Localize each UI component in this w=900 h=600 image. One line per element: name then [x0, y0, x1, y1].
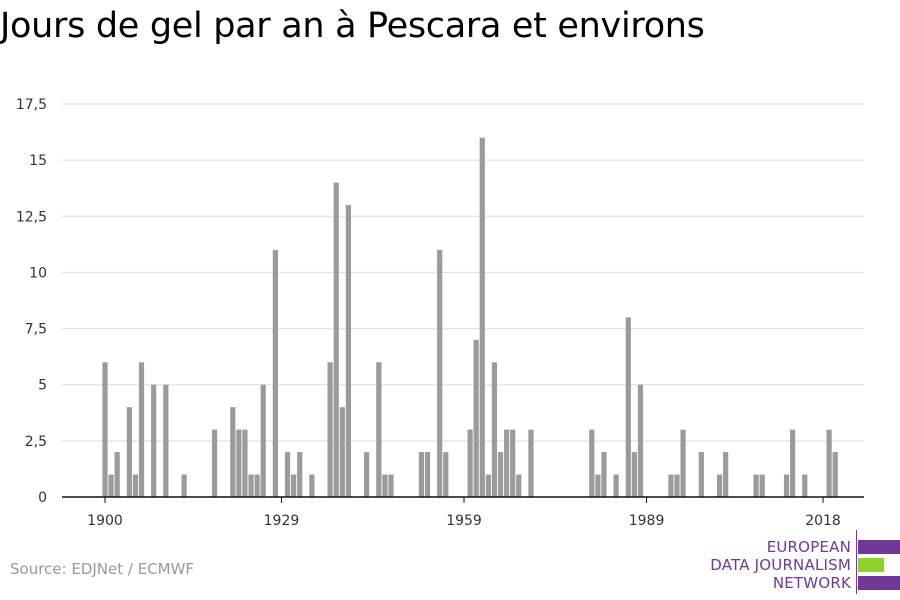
bar	[272, 249, 278, 497]
bar	[491, 362, 498, 497]
logo-line-2: DATA JOURNALISM	[710, 556, 851, 574]
y-tick-label: 10	[29, 265, 47, 281]
bar	[516, 474, 522, 497]
bar	[753, 474, 759, 497]
y-tick-label: 0	[38, 490, 47, 506]
bar	[832, 452, 838, 497]
y-tick-label: 2,5	[25, 434, 47, 450]
y-axis-tick-labels: 0 2,5 5 7,5 10 12,5 15 17,5	[16, 97, 47, 506]
bars	[102, 137, 838, 497]
bar	[297, 452, 303, 497]
x-tick-label: 1989	[629, 513, 665, 529]
bar	[248, 474, 254, 497]
x-axis-ticks: 1900 1929 1959 1989 2018	[87, 497, 841, 529]
y-tick-label: 5	[38, 378, 47, 394]
bar	[504, 429, 510, 497]
bar	[230, 407, 236, 497]
bar	[254, 474, 260, 497]
bar	[242, 429, 248, 497]
chart-title: Jours de gel par an à Pescara et environ…	[0, 6, 705, 46]
y-tick-label: 17,5	[16, 97, 47, 113]
bar	[126, 407, 132, 497]
source-note: Source: EDJNet / ECMWF	[10, 560, 195, 578]
bar	[424, 452, 431, 497]
bar	[680, 429, 686, 497]
bar	[631, 452, 637, 497]
bar	[236, 429, 242, 497]
bar	[595, 474, 601, 497]
edjnet-logo: EUROPEAN DATA JOURNALISM NETWORK	[700, 528, 900, 596]
bar	[790, 429, 796, 497]
bar	[211, 429, 218, 497]
y-tick-label: 7,5	[25, 322, 47, 338]
bar	[284, 452, 291, 497]
bar	[443, 452, 449, 497]
bar	[388, 474, 394, 497]
bar	[163, 384, 169, 497]
bar	[783, 474, 790, 497]
bar	[291, 474, 297, 497]
bar	[132, 474, 139, 497]
x-tick-label: 1959	[446, 513, 482, 529]
bar	[345, 205, 351, 497]
bar	[723, 452, 729, 497]
bar	[418, 452, 425, 497]
bar	[382, 474, 388, 497]
logo-bar-middle	[858, 558, 884, 572]
bar	[497, 452, 504, 497]
bar	[528, 429, 534, 497]
bar	[114, 452, 120, 497]
bar	[802, 474, 808, 497]
bar	[437, 249, 443, 497]
y-tick-label: 12,5	[16, 209, 47, 225]
bar	[589, 429, 595, 497]
bar	[138, 362, 145, 497]
bar	[479, 137, 485, 497]
bar	[309, 474, 315, 497]
x-tick-label: 1929	[264, 513, 300, 529]
bar	[826, 429, 832, 497]
bar	[327, 362, 333, 497]
bar	[376, 362, 382, 497]
logo-line-3: NETWORK	[772, 574, 851, 592]
bar	[601, 452, 607, 497]
logo-bar-top	[858, 540, 900, 554]
logo-bar-bottom	[858, 576, 900, 590]
bar	[108, 474, 114, 497]
bar	[485, 474, 491, 497]
y-tick-label: 15	[29, 153, 47, 169]
gridlines	[62, 103, 864, 442]
bar	[102, 362, 108, 497]
bar	[260, 384, 266, 497]
bar	[625, 317, 631, 497]
bar	[668, 474, 674, 497]
bar	[698, 452, 704, 497]
bar	[364, 452, 370, 497]
bar	[467, 429, 473, 497]
bar	[716, 474, 723, 497]
bar	[674, 474, 680, 497]
x-tick-label: 1900	[87, 513, 123, 529]
bar	[473, 339, 479, 497]
bar	[613, 474, 619, 497]
bar	[181, 474, 187, 497]
bar	[333, 182, 339, 497]
bar	[759, 474, 765, 497]
x-tick-label: 2018	[805, 513, 841, 529]
logo-divider	[856, 530, 857, 594]
bar	[510, 429, 516, 497]
bar	[151, 384, 157, 497]
bar	[637, 384, 644, 497]
logo-line-1: EUROPEAN	[766, 538, 851, 556]
bar	[339, 407, 345, 497]
